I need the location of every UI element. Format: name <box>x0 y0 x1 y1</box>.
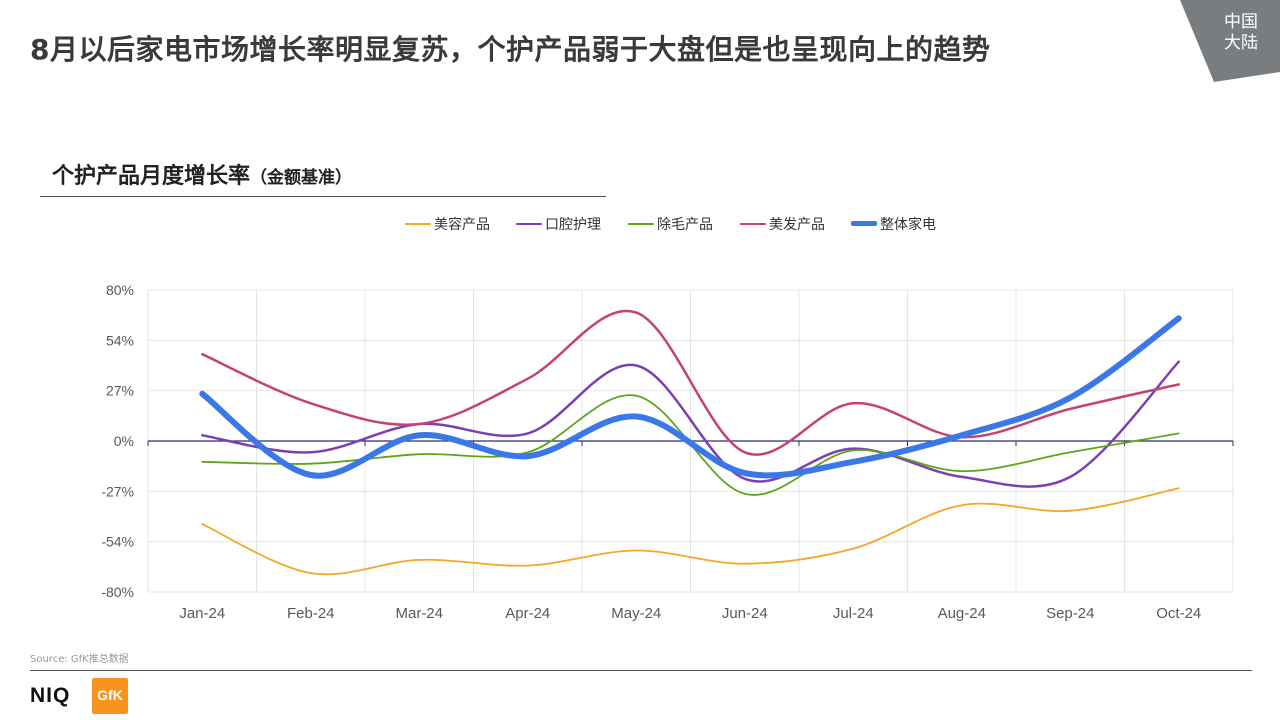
x-tick-label: May-24 <box>611 605 661 622</box>
y-tick-label: -27% <box>101 483 134 499</box>
legend-item: 美容产品 <box>405 213 506 235</box>
legend-swatch <box>628 223 654 225</box>
series-line-1 <box>201 487 1180 576</box>
series-line-5 <box>199 315 1182 479</box>
y-tick-label: 80% <box>106 282 134 298</box>
legend-item: 除毛产品 <box>628 213 729 235</box>
y-tick-label: -80% <box>101 584 134 600</box>
y-tick-label: 27% <box>106 383 134 399</box>
legend-label: 除毛产品 <box>657 217 713 233</box>
legend-item: 美发产品 <box>740 213 841 235</box>
x-tick-label: Jan-24 <box>179 605 225 622</box>
page-headline: 8月以后家电市场增长率明显复苏，个护产品弱于大盘但是也呈现向上的趋势 <box>30 33 991 66</box>
niq-logo: NIQ <box>30 684 71 707</box>
legend-swatch <box>516 223 542 225</box>
y-tick-label: 54% <box>106 332 134 348</box>
legend-label: 口腔护理 <box>545 217 601 233</box>
y-tick-label: -54% <box>101 534 134 550</box>
legend-swatch <box>740 223 766 225</box>
chart-legend: 美容产品 口腔护理 除毛产品 美发产品 整体家电 <box>0 213 1280 235</box>
x-tick-label: Feb-24 <box>287 605 335 622</box>
x-tick-label: Oct-24 <box>1156 605 1201 622</box>
chart-title-main: 个护产品月度增长率 <box>52 164 251 189</box>
x-tick-label: Jun-24 <box>722 605 768 622</box>
source-note: Source: GfK推总数据 <box>30 654 129 665</box>
line-chart: 80% 54% 27% 0% -27% -54% -80% Jan-24 Feb-24 Mar-2… <box>101 282 1234 622</box>
legend-item: 口腔护理 <box>516 213 617 235</box>
x-tick-label: Mar-24 <box>395 605 443 622</box>
region-label-line2: 大陆 <box>1224 33 1258 53</box>
y-tick-label: 0% <box>114 433 134 449</box>
x-tick-label: Aug-24 <box>938 605 986 622</box>
legend-item: 整体家电 <box>851 213 952 235</box>
legend-swatch <box>405 223 431 225</box>
series-line-2 <box>201 360 1181 488</box>
region-badge: 中国 大陆 <box>1180 0 1280 82</box>
legend-label: 美发产品 <box>769 217 825 233</box>
legend-label: 整体家电 <box>880 217 936 233</box>
title-divider <box>40 196 606 197</box>
x-tick-label: Apr-24 <box>505 605 550 622</box>
x-tick-label: Sep-24 <box>1046 605 1094 622</box>
x-tick-label: Jul-24 <box>833 605 874 622</box>
footer-divider <box>30 670 1252 671</box>
legend-swatch <box>851 221 877 226</box>
region-badge-shape <box>1180 0 1280 82</box>
gfk-logo-text: GfK <box>97 687 123 703</box>
region-label: 中国 大陆 <box>1216 12 1266 54</box>
legend-label: 美容产品 <box>434 217 490 233</box>
chart-title: 个护产品月度增长率（金额基准） <box>52 158 352 190</box>
region-label-line1: 中国 <box>1224 12 1258 32</box>
chart-title-sub: （金额基准） <box>250 168 353 188</box>
gfk-logo: GfK <box>92 678 128 714</box>
series-line-4 <box>201 309 1181 456</box>
